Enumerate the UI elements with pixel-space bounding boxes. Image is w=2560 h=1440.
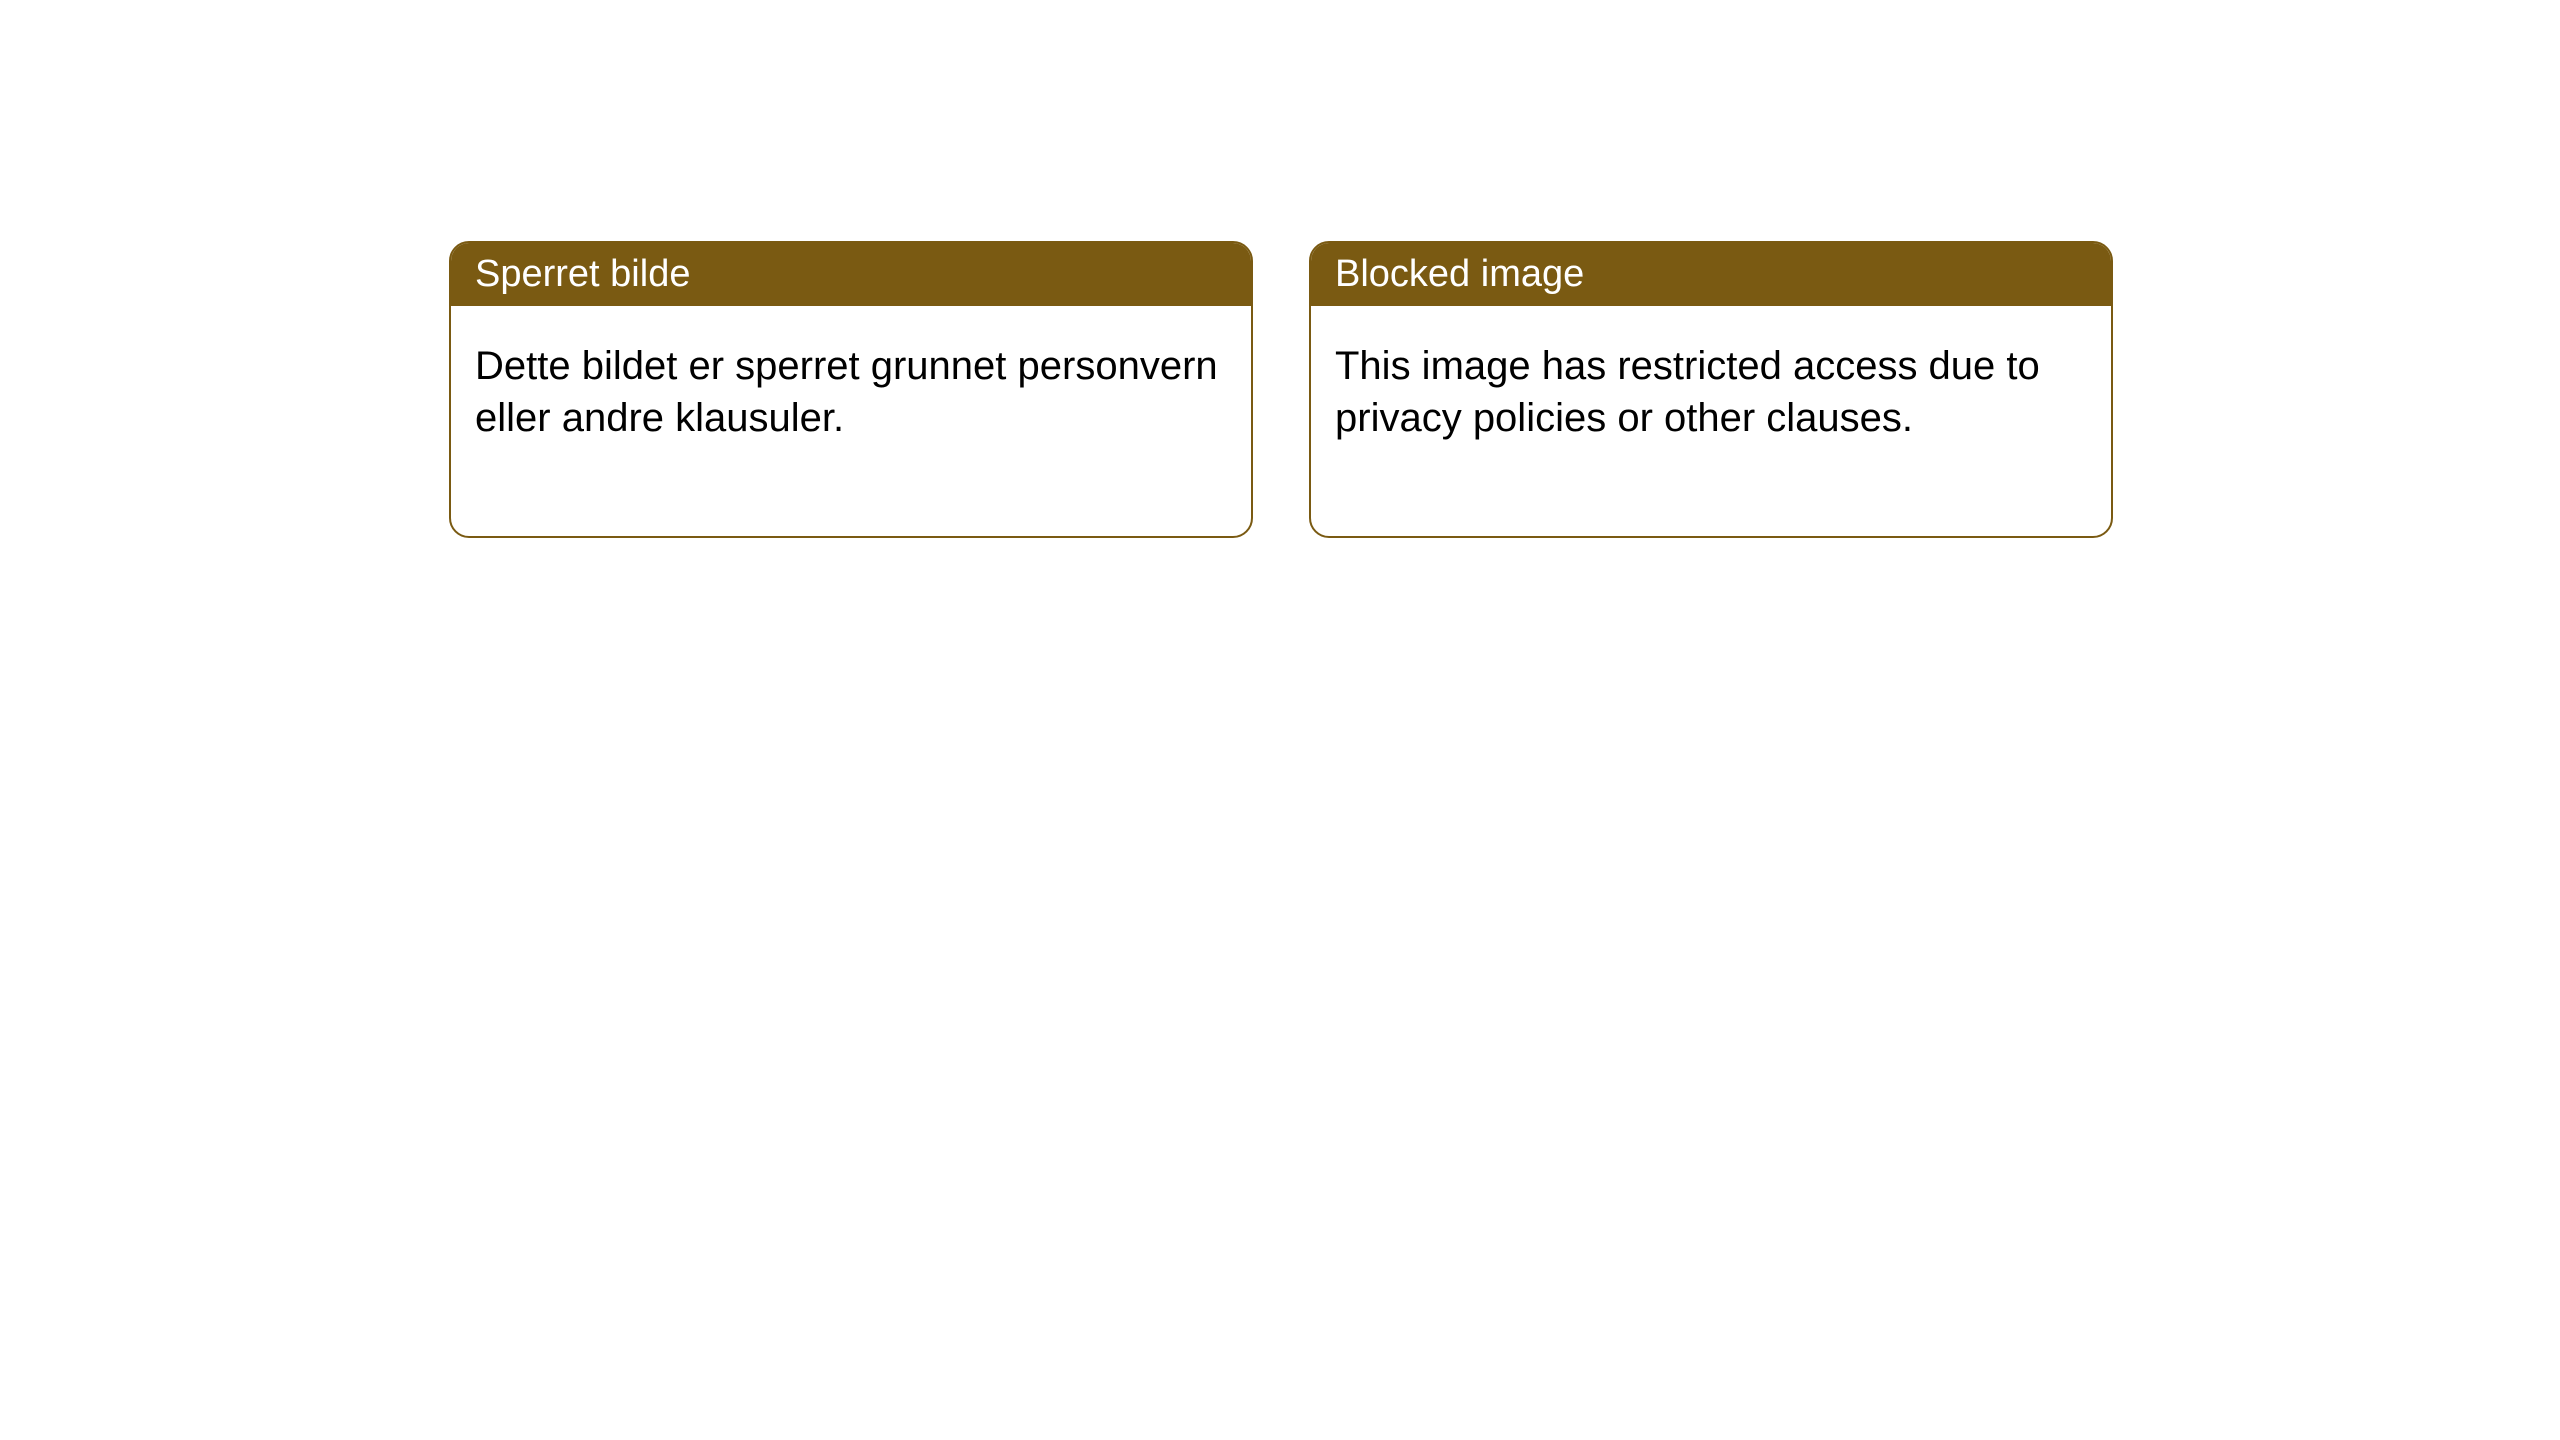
notice-body-text: This image has restricted access due to … — [1335, 344, 2040, 440]
notice-container: Sperret bilde Dette bildet er sperret gr… — [449, 241, 2113, 538]
notice-body-english: This image has restricted access due to … — [1311, 306, 2111, 536]
notice-title: Blocked image — [1335, 253, 1584, 295]
notice-card-english: Blocked image This image has restricted … — [1309, 241, 2113, 538]
notice-card-norwegian: Sperret bilde Dette bildet er sperret gr… — [449, 241, 1253, 538]
notice-body-text: Dette bildet er sperret grunnet personve… — [475, 344, 1218, 440]
notice-title: Sperret bilde — [475, 253, 690, 295]
notice-header-norwegian: Sperret bilde — [451, 243, 1251, 306]
notice-header-english: Blocked image — [1311, 243, 2111, 306]
notice-body-norwegian: Dette bildet er sperret grunnet personve… — [451, 306, 1251, 536]
